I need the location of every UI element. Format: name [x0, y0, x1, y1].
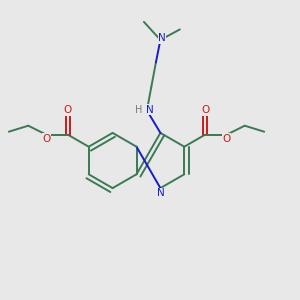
- Text: N: N: [146, 105, 154, 115]
- Text: N: N: [158, 33, 166, 43]
- Text: O: O: [223, 134, 231, 144]
- Text: H: H: [135, 105, 142, 115]
- Text: O: O: [64, 105, 72, 115]
- Text: N: N: [157, 188, 164, 199]
- Text: O: O: [201, 105, 209, 115]
- Text: O: O: [42, 134, 50, 144]
